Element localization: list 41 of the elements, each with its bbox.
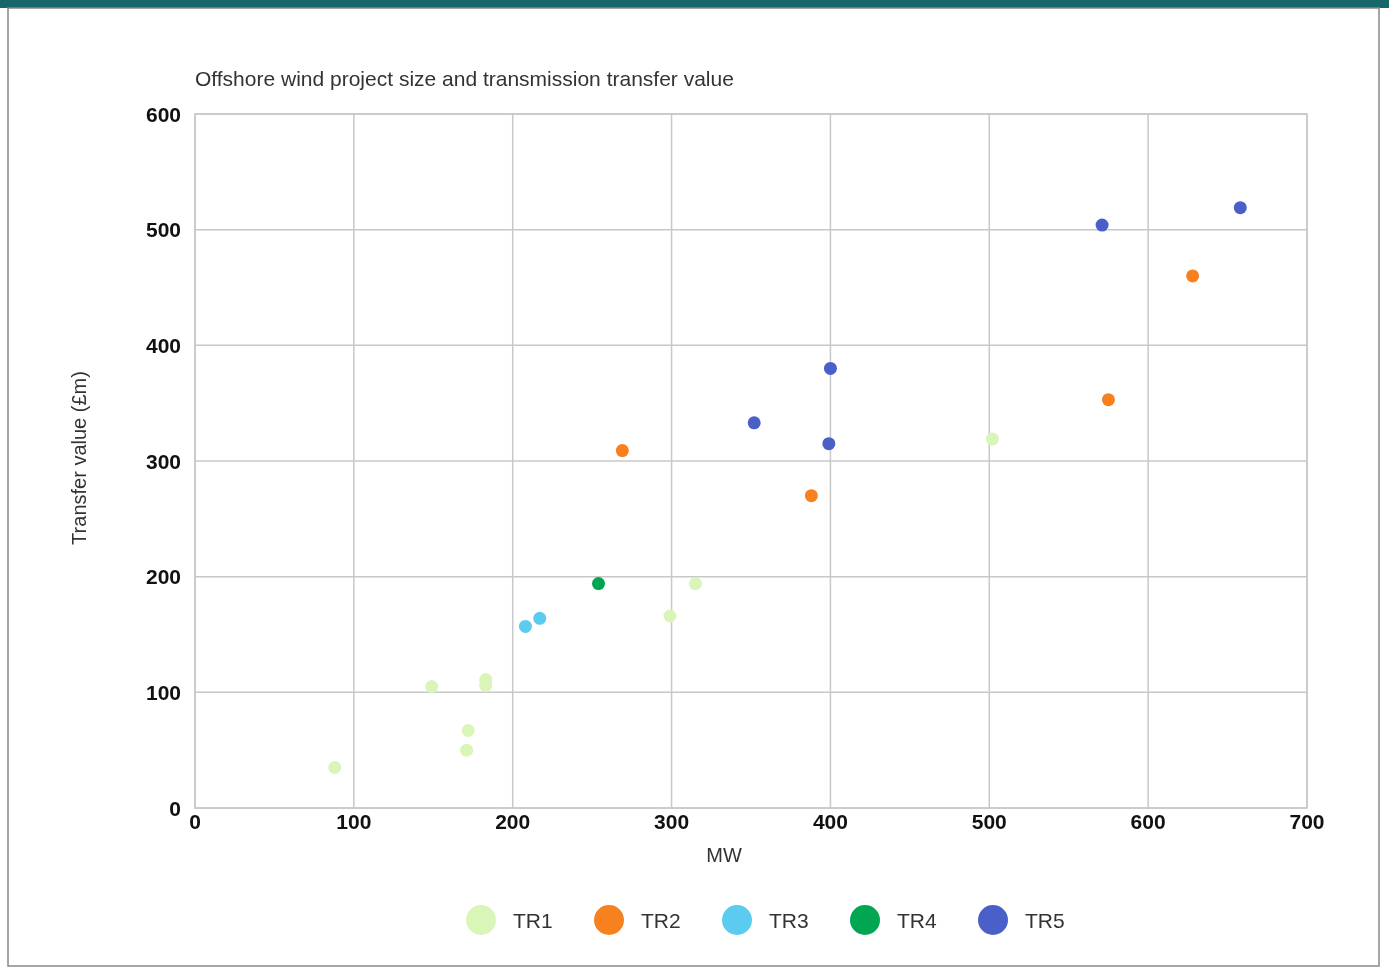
legend-label: TR5 [1025,909,1065,932]
point [1101,393,1115,407]
y-axis-title: Transfer value (£m) [68,371,90,545]
legend-label: TR3 [769,909,809,932]
legend-label: TR1 [513,909,553,932]
point [461,724,475,737]
x-tick-label: 500 [971,810,1007,833]
point [985,432,999,446]
chart-title: Offshore wind project size and transmission transfer value [195,67,734,90]
y-tick-label: 100 [145,680,181,704]
point [823,361,837,375]
y-tick-label: 600 [145,102,181,126]
point [460,743,474,757]
point [1233,201,1247,215]
x-tick-label: 600 [1130,810,1166,833]
point [804,489,818,503]
legend-label: TR4 [897,909,937,932]
point [328,761,342,775]
y-tick-label: 400 [145,333,181,357]
point [1186,269,1200,283]
point [533,611,547,625]
legend-label: TR2 [641,909,681,932]
point [1095,218,1109,232]
x-tick-label: 700 [1289,810,1325,833]
x-tick-label: 300 [654,810,690,833]
point [663,609,677,623]
point [592,577,605,591]
x-axis-title: MW [706,844,742,866]
x-tick-label: 400 [812,810,848,833]
point [425,680,439,694]
y-tick-label: 500 [145,218,181,242]
point [747,416,761,430]
x-tick-label: 100 [336,810,372,833]
point [518,619,532,633]
x-tick-label: 200 [495,810,531,833]
point [615,444,629,458]
x-tick-label: 0 [189,810,201,833]
point [822,437,836,451]
y-tick-label: 300 [145,449,181,473]
y-tick-label: 200 [145,565,181,589]
point [688,577,702,591]
